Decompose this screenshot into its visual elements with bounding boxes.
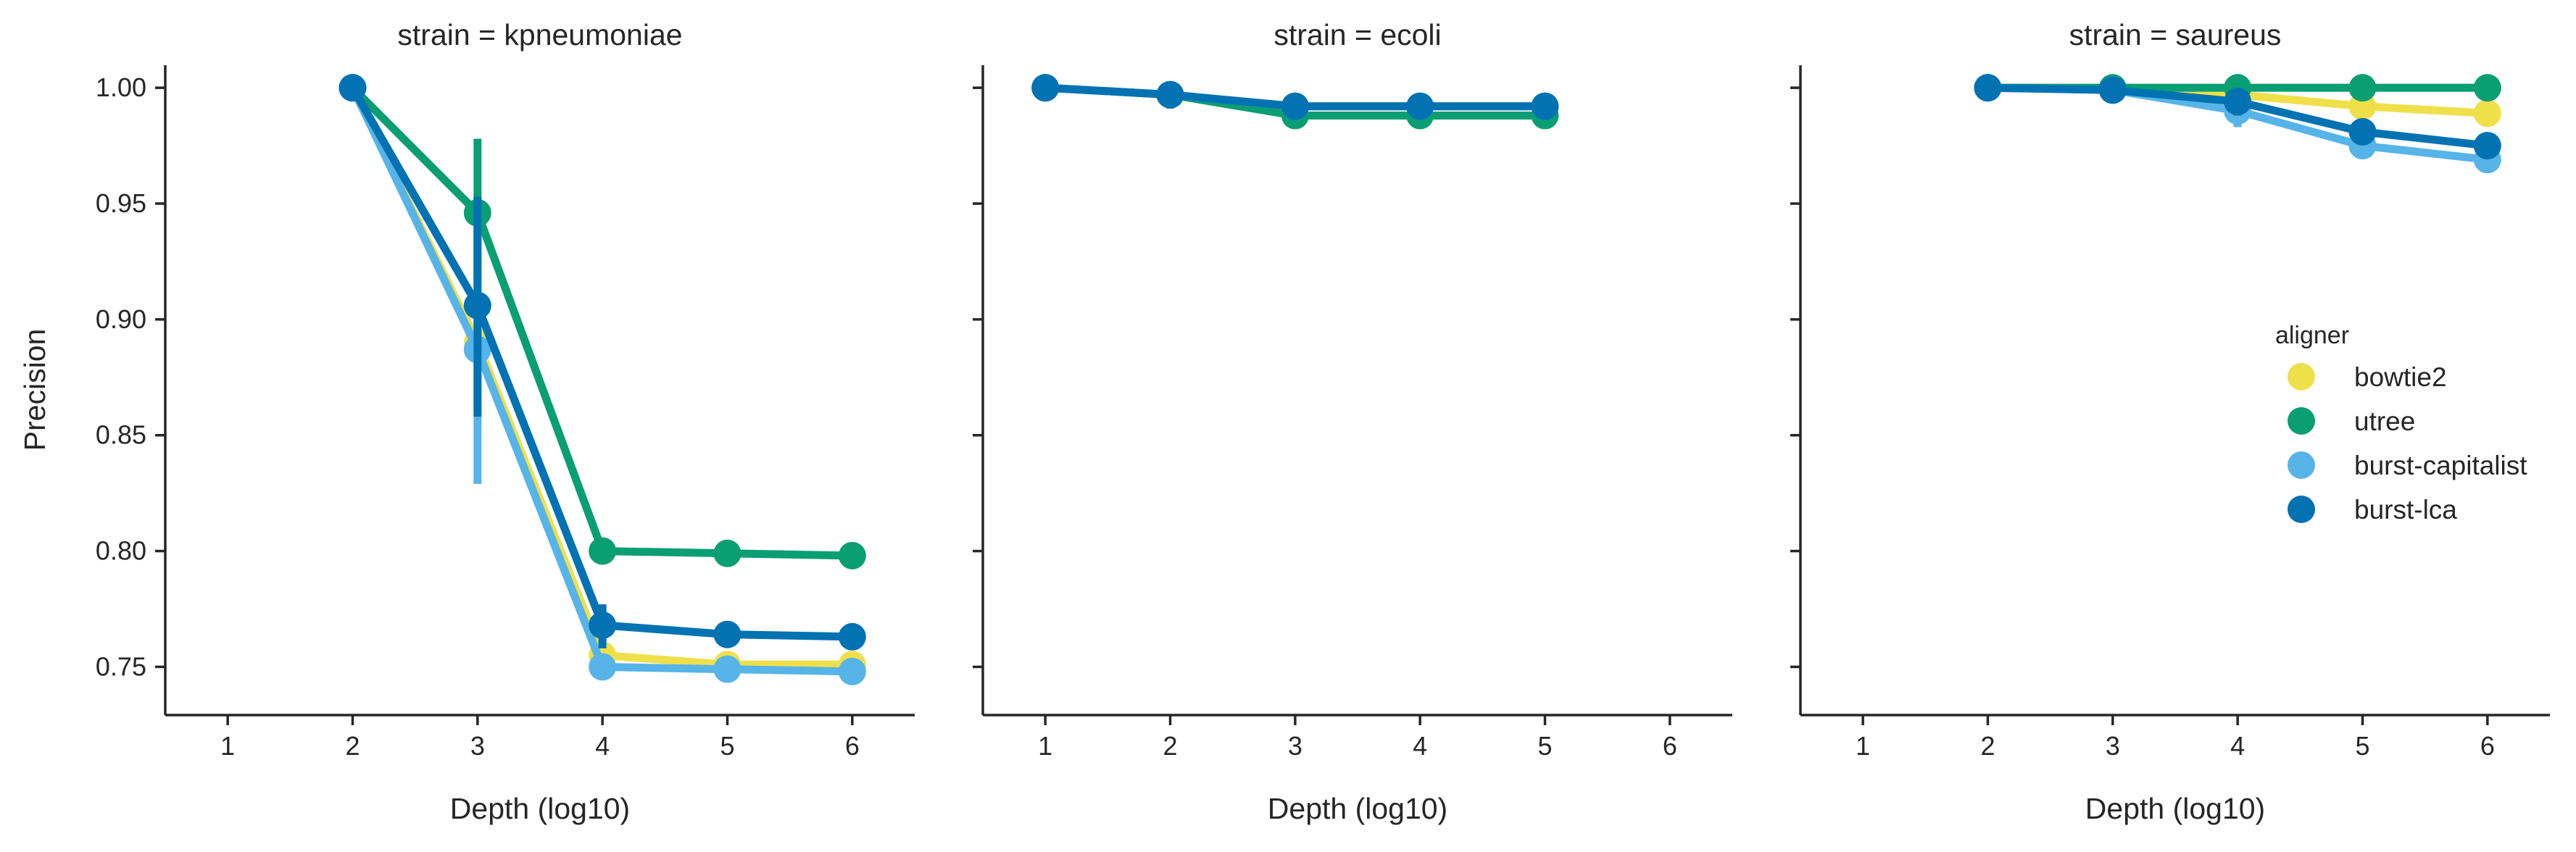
data-point-burst-lca — [1974, 74, 2002, 102]
x-tick-label: 1 — [1038, 731, 1052, 761]
data-point-burst-lca — [1531, 92, 1559, 120]
series-burst-lca — [338, 74, 866, 651]
x-tick-label: 6 — [845, 731, 860, 761]
x-tick-label: 3 — [470, 731, 485, 761]
legend-label-burst-lca: burst-lca — [2354, 495, 2457, 525]
legend-label-burst-capitalist: burst-capitalist — [2354, 451, 2527, 480]
x-tick-label: 2 — [1980, 731, 1995, 761]
data-point-burst-capitalist — [589, 653, 617, 681]
x-axis-label: Depth (log10) — [450, 792, 630, 825]
facet-panel-kpneumoniae: strain = kpneumoniae 0.75 0.80 0.85 0.90 0.95… — [96, 18, 915, 825]
legend-label-utree: utree — [2354, 406, 2415, 436]
series-line-utree — [349, 83, 857, 560]
x-tick-label: 1 — [220, 731, 235, 761]
legend-marker-burst-capitalist — [2288, 451, 2315, 479]
y-tick-label: 0.80 — [96, 536, 146, 566]
x-axis-label: Depth (log10) — [2085, 792, 2265, 825]
x-tick-label: 5 — [1537, 731, 1552, 761]
series-utree — [338, 74, 866, 569]
x-tick-label: 6 — [1663, 731, 1677, 761]
legend-marker-bowtie2 — [2288, 363, 2315, 390]
y-axis-label: Precision — [18, 329, 51, 451]
x-tick-label: 5 — [2355, 731, 2369, 761]
facet-title: strain = saureus — [2069, 18, 2282, 51]
legend-marker-utree — [2288, 407, 2315, 435]
data-point-burst-lca — [1281, 92, 1309, 120]
legend-marker-burst-lca — [2288, 496, 2315, 523]
y-tick-label: 1.00 — [96, 72, 146, 102]
y-tick-label: 0.75 — [96, 651, 146, 681]
data-point-burst-lca — [838, 622, 866, 651]
series-line-bowtie2 — [349, 83, 857, 669]
data-point-burst-lca — [1156, 80, 1184, 109]
data-point-utree — [838, 541, 866, 569]
facet-panel-ecoli: strain = ecoli 1 2 3 4 5 6 Depth (log10) — [973, 18, 1732, 825]
data-point-burst-lca — [713, 620, 741, 648]
legend-label-bowtie2: bowtie2 — [2354, 362, 2447, 392]
series-burst-lca — [1974, 74, 2501, 160]
series-burst-lca — [1031, 74, 1559, 120]
data-point-burst-capitalist — [713, 655, 741, 683]
x-tick-label: 3 — [1288, 731, 1302, 761]
data-point-burst-lca — [1406, 92, 1434, 120]
data-point-burst-lca — [589, 611, 617, 639]
data-point-utree — [589, 537, 617, 565]
data-point-burst-lca — [463, 291, 491, 320]
series-bowtie2 — [338, 74, 866, 679]
y-tick-label: 0.95 — [96, 188, 146, 218]
y-tick-label: 0.85 — [96, 420, 146, 450]
x-tick-label: 4 — [1413, 731, 1427, 761]
x-tick-label: 3 — [2106, 731, 2120, 761]
data-point-utree — [2348, 74, 2377, 102]
data-point-burst-capitalist — [838, 657, 866, 685]
series-line-burst-capitalist — [349, 83, 857, 676]
x-tick-label: 1 — [1856, 731, 1870, 761]
facet-title: strain = ecoli — [1274, 18, 1441, 51]
series-burst-capitalist — [338, 74, 866, 685]
data-point-burst-lca — [2473, 132, 2501, 160]
y-tick-label: 0.90 — [96, 304, 146, 334]
data-point-burst-lca — [2224, 88, 2252, 116]
data-point-utree — [2473, 74, 2501, 102]
facet-title: strain = kpneumoniae — [397, 18, 682, 51]
x-tick-label: 2 — [345, 731, 360, 761]
x-tick-label: 4 — [595, 731, 610, 761]
x-tick-label: 6 — [2480, 731, 2495, 761]
data-point-bowtie2 — [2473, 99, 2501, 128]
data-point-burst-lca — [338, 74, 367, 102]
x-tick-label: 5 — [720, 731, 734, 761]
x-tick-label: 4 — [2230, 731, 2245, 761]
x-axis-label: Depth (log10) — [1268, 792, 1447, 825]
legend-title: aligner — [2275, 322, 2349, 349]
data-point-burst-lca — [1031, 74, 1060, 102]
data-point-utree — [713, 539, 741, 567]
facet-panel-saureus: strain = saureus 1 2 3 4 5 6 Depth (log10) — [1790, 18, 2550, 825]
data-point-burst-lca — [2098, 76, 2127, 104]
data-point-burst-lca — [2348, 117, 2377, 146]
x-tick-label: 2 — [1163, 731, 1177, 761]
